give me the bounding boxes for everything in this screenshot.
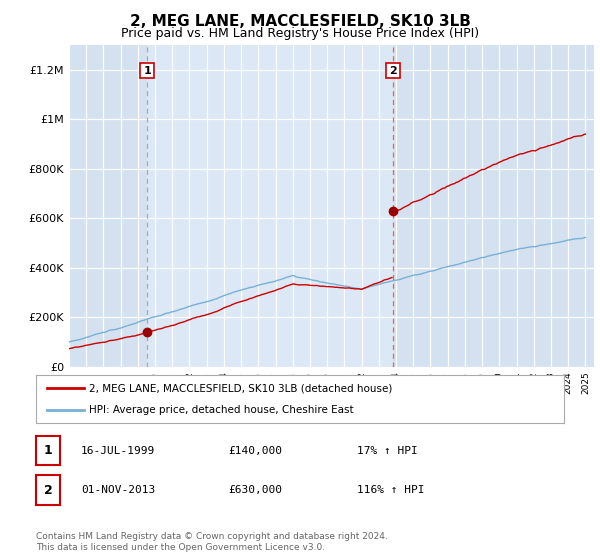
Text: 2: 2: [44, 483, 52, 497]
Bar: [147, 45, 393, 367]
Text: 16-JUL-1999: 16-JUL-1999: [81, 446, 155, 456]
Bar: [69, 45, 147, 367]
Text: HPI: Average price, detached house, Cheshire East: HPI: Average price, detached house, Ches…: [89, 405, 353, 415]
Text: 2, MEG LANE, MACCLESFIELD, SK10 3LB (detached house): 2, MEG LANE, MACCLESFIELD, SK10 3LB (det…: [89, 383, 392, 393]
Bar: [393, 45, 594, 367]
Text: Contains HM Land Registry data © Crown copyright and database right 2024.
This d: Contains HM Land Registry data © Crown c…: [36, 532, 388, 552]
Text: 1: 1: [143, 66, 151, 76]
Text: 2: 2: [389, 66, 397, 76]
Text: 17% ↑ HPI: 17% ↑ HPI: [357, 446, 418, 456]
Text: 01-NOV-2013: 01-NOV-2013: [81, 485, 155, 495]
Text: Price paid vs. HM Land Registry's House Price Index (HPI): Price paid vs. HM Land Registry's House …: [121, 27, 479, 40]
Text: 2, MEG LANE, MACCLESFIELD, SK10 3LB: 2, MEG LANE, MACCLESFIELD, SK10 3LB: [130, 14, 470, 29]
Text: 116% ↑ HPI: 116% ↑ HPI: [357, 485, 425, 495]
Text: £630,000: £630,000: [228, 485, 282, 495]
Text: 1: 1: [44, 444, 52, 458]
Text: £140,000: £140,000: [228, 446, 282, 456]
